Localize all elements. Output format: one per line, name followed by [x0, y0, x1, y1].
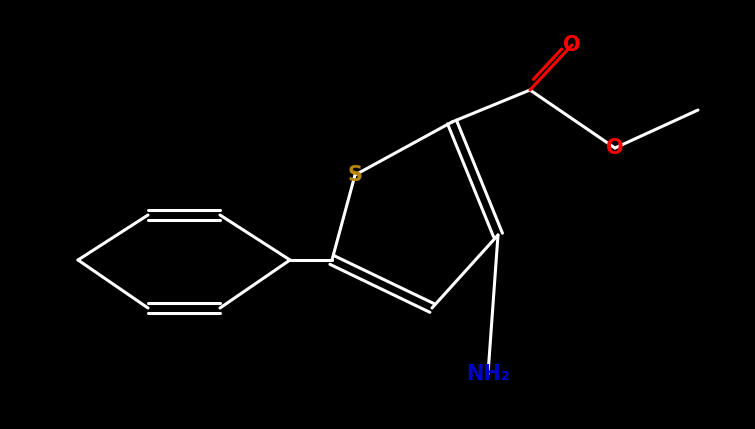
Text: O: O	[606, 138, 624, 158]
Text: O: O	[563, 35, 581, 55]
Text: NH₂: NH₂	[466, 364, 510, 384]
Text: S: S	[347, 165, 362, 185]
